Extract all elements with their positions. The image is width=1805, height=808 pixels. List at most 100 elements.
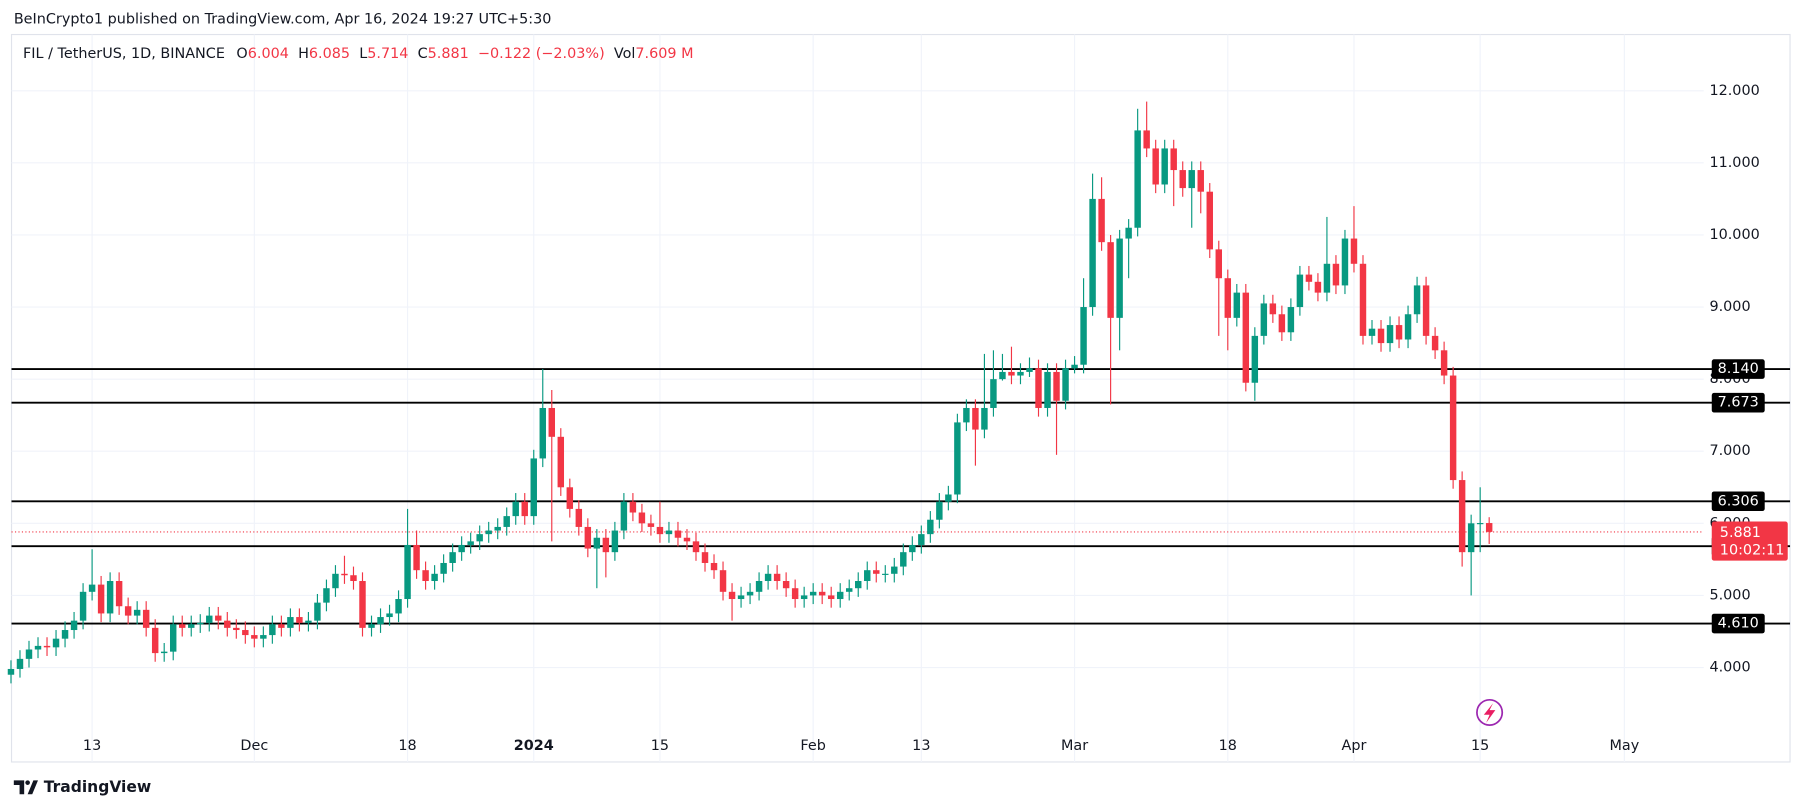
candle-body [701, 552, 709, 563]
candle-body [719, 570, 727, 592]
candle-body [169, 624, 177, 652]
y-tick-label: 4.000 [1709, 660, 1750, 676]
footer-brand: TradingView [44, 778, 152, 796]
candle-body [1314, 281, 1322, 293]
candle-body [124, 606, 132, 616]
candle-body [1134, 130, 1141, 228]
x-tick-label: 18 [1219, 738, 1237, 754]
candle-body [1080, 307, 1087, 365]
legend-label: H [298, 46, 309, 62]
candle-body [1278, 314, 1286, 333]
candle-body [1161, 148, 1168, 185]
candle-body [1206, 191, 1213, 250]
candle-body [431, 573, 438, 582]
candle-body [206, 615, 213, 623]
candle-body [1467, 523, 1475, 553]
y-tick-label: 9.000 [1709, 299, 1750, 315]
candle-body [620, 501, 628, 531]
candle-body [629, 501, 637, 513]
candle-body [1197, 170, 1204, 192]
level-label-box [1711, 613, 1765, 634]
candle-body [386, 613, 393, 618]
candle-body [1251, 335, 1259, 383]
published-line: BeInCrypto1 published on TradingView.com… [14, 12, 552, 28]
candle-body [981, 407, 988, 430]
candle-body [422, 570, 429, 582]
candle-body [251, 635, 258, 639]
candle-body [1215, 249, 1222, 279]
candle-body [1035, 368, 1042, 408]
icon-bolt [1483, 703, 1496, 723]
chart-frame [10, 33, 1791, 763]
candle-body [25, 649, 33, 659]
candle-body [503, 516, 510, 527]
candle-body [647, 523, 655, 527]
candle-body [566, 487, 574, 509]
candle-body [242, 630, 249, 636]
candle-body [494, 526, 501, 531]
candle-body [1323, 263, 1331, 293]
axes: 13 Dec 18 2024 15 Feb 13 Mar 18 Apr 15 May 4.000 5.00… [83, 83, 1788, 754]
candle-body [269, 624, 276, 636]
candle-body [160, 651, 168, 654]
candle-body [1071, 364, 1078, 369]
x-tick-label: 15 [651, 738, 669, 754]
candle-body [1476, 523, 1484, 525]
candle-body [855, 581, 862, 589]
candle-body [1107, 242, 1114, 318]
candle-body [296, 617, 303, 623]
candle-body [1017, 371, 1024, 376]
candle-body [467, 541, 474, 545]
candle-body [1350, 238, 1358, 264]
candle-body [305, 620, 312, 623]
candle-body [548, 407, 556, 437]
x-tick-label: 18 [398, 738, 416, 754]
x-tick-label: Apr [1342, 738, 1367, 754]
level-label-box [1711, 392, 1765, 413]
legend-label: C [418, 46, 428, 62]
candle-body [990, 379, 997, 408]
symbol: FIL / TetherUS, 1D, BINANCE [23, 46, 225, 62]
candle-body [656, 526, 664, 535]
y-tick-label: 10.000 [1709, 227, 1759, 243]
candle-body [404, 544, 411, 600]
candle-body [900, 552, 907, 567]
symbol-legend: FIL / TetherUS, 1D, BINANCE O6.004 H6.08… [23, 46, 694, 62]
candle-body [945, 494, 952, 502]
candle-body [341, 573, 348, 576]
candle-body [836, 591, 844, 600]
grid [11, 34, 1704, 762]
candle-body [539, 407, 546, 459]
candle-body [197, 622, 204, 625]
candle-body [43, 645, 51, 648]
candle-body [1125, 227, 1132, 239]
candle-body [278, 624, 285, 628]
candle-body [746, 591, 754, 596]
candle-body [936, 501, 943, 520]
lightning-icon[interactable] [1476, 698, 1504, 726]
icon-ring [1476, 698, 1504, 726]
candle-body [7, 668, 15, 675]
candle-body [1044, 371, 1051, 408]
x-tick-label: Feb [800, 738, 825, 754]
candle-body [215, 615, 222, 621]
candle-body [70, 620, 78, 631]
candle-body [710, 562, 718, 571]
candle-body [1413, 285, 1421, 315]
candle-body [1332, 263, 1340, 286]
legend-label: Vol [614, 46, 636, 62]
candle-body [440, 562, 447, 574]
candle-body [972, 407, 979, 430]
candle-body [395, 599, 402, 614]
x-tick-label: Mar [1061, 738, 1088, 754]
candle-body [909, 544, 916, 553]
candle-body [755, 581, 763, 592]
candle-body [1098, 198, 1105, 243]
candle-body [359, 581, 366, 628]
candle-body [1386, 325, 1394, 344]
candle-body [1179, 170, 1186, 189]
candle-body [602, 537, 610, 553]
candle-body [79, 591, 87, 621]
candle-body [1188, 170, 1195, 189]
